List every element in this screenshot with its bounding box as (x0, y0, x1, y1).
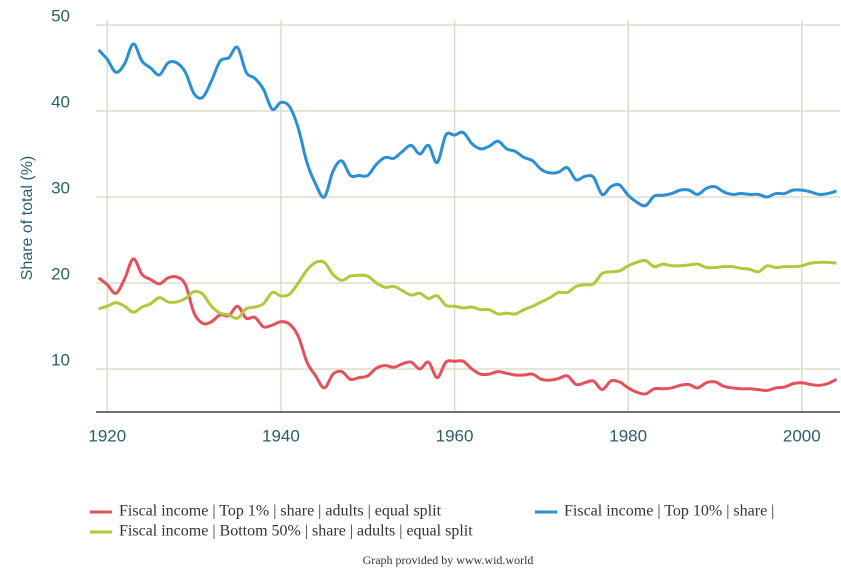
x-tick-label: 1920 (88, 426, 126, 445)
data-line (97, 257, 838, 396)
y-tick-label: 50 (51, 6, 70, 25)
legend-label: Fiscal income | Top 10% | share | (564, 503, 774, 520)
y-tick-label: 20 (51, 264, 70, 283)
x-tick-label: 1940 (262, 426, 300, 445)
legend-label: Fiscal income | Top 1% | share | adults … (119, 503, 442, 520)
y-axis-label: Share of total (%) (19, 156, 36, 281)
legend-label: Fiscal income | Bottom 50% | share | adu… (119, 523, 473, 540)
data-line (98, 258, 837, 320)
x-tick-label: 1980 (609, 426, 647, 445)
data-line (97, 42, 837, 208)
y-tick-label: 40 (51, 92, 70, 111)
x-tick-label: 2000 (783, 426, 821, 445)
source-note: Graph provided by www.wid.world (363, 553, 534, 567)
y-tick-label: 30 (51, 178, 70, 197)
x-tick-label: 1960 (436, 426, 474, 445)
y-tick-label: 10 (51, 350, 70, 369)
